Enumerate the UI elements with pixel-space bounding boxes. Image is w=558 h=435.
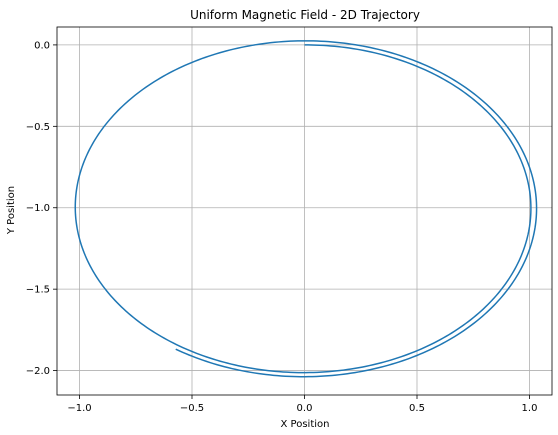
- x-tick-label: −0.5: [180, 403, 204, 414]
- y-tick-label: −1.0: [26, 203, 50, 214]
- x-tick-label: 1.0: [522, 403, 538, 414]
- grid: [57, 27, 552, 395]
- x-axis-label: X Position: [281, 419, 330, 430]
- x-tick-label: 0.0: [297, 403, 313, 414]
- y-tick-label: −1.5: [26, 285, 50, 296]
- y-tick-label: −2.0: [26, 366, 50, 377]
- trajectory-line: [74, 40, 538, 378]
- chart-title: Uniform Magnetic Field - 2D Trajectory: [190, 8, 420, 22]
- y-tick-label: −0.5: [26, 122, 50, 133]
- x-tick-label: −1.0: [67, 403, 91, 414]
- y-axis: 0.0 −0.5 −1.0 −1.5 −2.0: [26, 40, 57, 377]
- y-axis-label: Y Position: [6, 186, 17, 235]
- y-tick-label: 0.0: [34, 40, 50, 51]
- x-axis: −1.0 −0.5 0.0 0.5 1.0: [67, 395, 537, 414]
- x-tick-label: 0.5: [409, 403, 425, 414]
